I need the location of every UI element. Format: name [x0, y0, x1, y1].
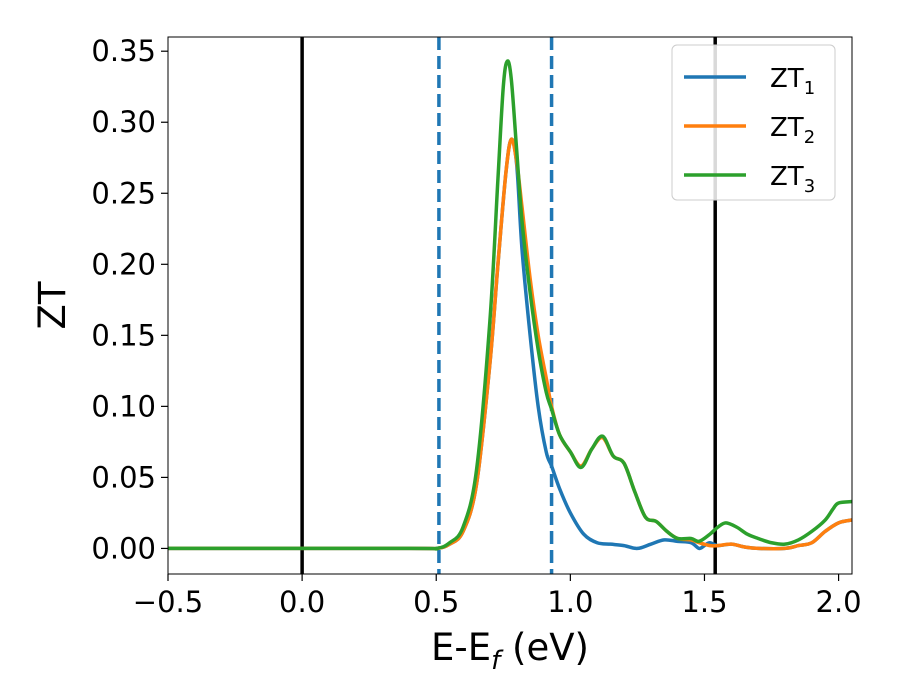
- axis-ticks: −0.5 0.0 0.5 1.0 1.5 2.0 0.00 0.05 0.10 0.15 0.20 0…: [91, 34, 861, 619]
- legend-box: [671, 44, 836, 201]
- x-axis-title: E-Ef (eV): [431, 626, 589, 676]
- x-tick-label: 1.0: [547, 585, 593, 619]
- x-tick-label: 1.5: [681, 585, 727, 619]
- y-tick-label: 0.25: [91, 176, 156, 210]
- legend: ZT1 ZT2 ZT3: [671, 44, 836, 201]
- x-tick-label: 0.0: [279, 585, 325, 619]
- x-tick-label: 2.0: [816, 585, 862, 619]
- series-line-zt1: [168, 137, 852, 551]
- series-line-zt3: [168, 59, 852, 551]
- y-tick-label: 0.30: [91, 105, 156, 139]
- x-axis-title-suffix: (eV): [500, 626, 589, 669]
- y-tick-label: 0.15: [91, 318, 156, 352]
- y-tick-label: 0.20: [91, 247, 156, 281]
- y-tick-label: 0.10: [91, 389, 156, 423]
- legend-label-zt3: ZT3: [770, 162, 815, 197]
- y-tick-label: 0.05: [91, 460, 156, 494]
- y-axis-title: ZT: [31, 281, 74, 329]
- x-tick-label: −0.5: [133, 585, 203, 619]
- x-axis-title-base: E-E: [431, 626, 491, 669]
- y-tick-label: 0.00: [91, 531, 156, 565]
- plot-frame: [167, 36, 853, 575]
- x-tick-label: 0.5: [413, 585, 459, 619]
- plot-area: [168, 37, 852, 574]
- legend-label-zt1: ZT1: [770, 64, 815, 99]
- y-tick-label: 0.35: [91, 34, 156, 68]
- plot-content: [168, 37, 852, 574]
- series-line-zt2: [168, 137, 852, 551]
- legend-label-zt2: ZT2: [770, 113, 815, 148]
